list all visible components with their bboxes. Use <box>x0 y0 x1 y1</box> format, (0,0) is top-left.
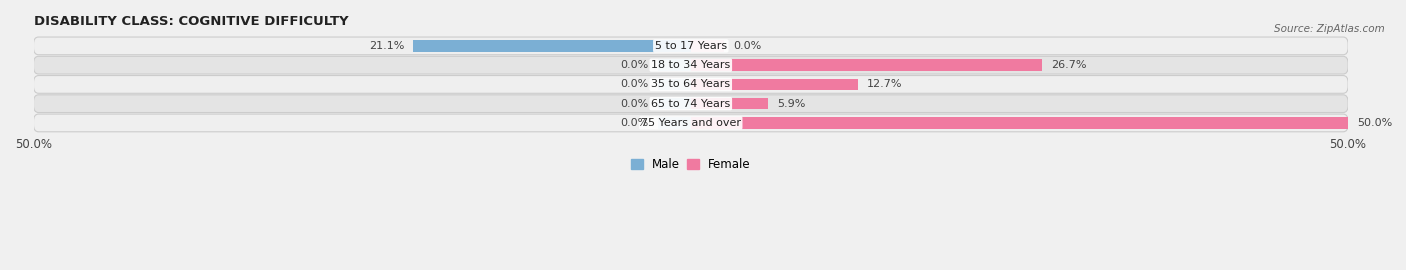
Bar <box>690 79 858 90</box>
Bar <box>658 59 690 71</box>
Text: 0.0%: 0.0% <box>733 41 761 51</box>
Text: 5.9%: 5.9% <box>778 99 806 109</box>
Text: 35 to 64 Years: 35 to 64 Years <box>651 79 730 89</box>
Bar <box>690 40 724 52</box>
Bar <box>413 40 690 52</box>
Text: 12.7%: 12.7% <box>868 79 903 89</box>
Bar <box>658 117 690 129</box>
Bar <box>690 117 1348 129</box>
Text: 0.0%: 0.0% <box>620 79 648 89</box>
Text: 0.0%: 0.0% <box>620 99 648 109</box>
Text: 18 to 34 Years: 18 to 34 Years <box>651 60 731 70</box>
Text: 65 to 74 Years: 65 to 74 Years <box>651 99 731 109</box>
Legend: Male, Female: Male, Female <box>626 153 755 176</box>
Text: DISABILITY CLASS: COGNITIVE DIFFICULTY: DISABILITY CLASS: COGNITIVE DIFFICULTY <box>34 15 349 28</box>
FancyBboxPatch shape <box>34 76 1348 93</box>
Text: 21.1%: 21.1% <box>368 41 404 51</box>
Text: 26.7%: 26.7% <box>1052 60 1087 70</box>
FancyBboxPatch shape <box>34 37 1348 55</box>
Bar <box>690 98 768 109</box>
Text: 0.0%: 0.0% <box>620 60 648 70</box>
FancyBboxPatch shape <box>34 114 1348 132</box>
Bar <box>658 79 690 90</box>
Bar <box>658 98 690 109</box>
Text: 0.0%: 0.0% <box>620 118 648 128</box>
FancyBboxPatch shape <box>34 56 1348 74</box>
Text: 5 to 17 Years: 5 to 17 Years <box>655 41 727 51</box>
Text: 50.0%: 50.0% <box>1357 118 1392 128</box>
Text: Source: ZipAtlas.com: Source: ZipAtlas.com <box>1274 24 1385 34</box>
Bar <box>690 59 1042 71</box>
FancyBboxPatch shape <box>34 95 1348 113</box>
Text: 75 Years and over: 75 Years and over <box>641 118 741 128</box>
